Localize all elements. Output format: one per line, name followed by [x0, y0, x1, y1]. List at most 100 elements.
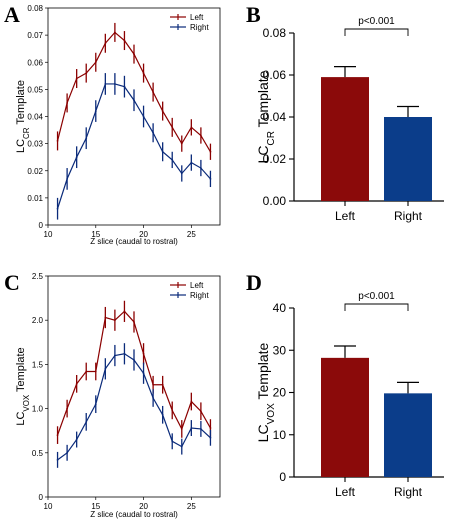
chart-c-series-right-point — [113, 354, 116, 357]
chart-c-series-left-point — [104, 316, 107, 319]
chart-c-series-left-point — [171, 409, 174, 412]
chart-a-series-left-point — [142, 72, 145, 74]
chart-c-xtick-label: 10 — [44, 502, 53, 511]
chart-a-series-right-point — [94, 110, 97, 112]
chart-a-series-left-point — [75, 77, 78, 80]
chart-c-series-left-point — [66, 407, 69, 410]
chart-c-series-right-point — [209, 436, 212, 439]
chart-b-ytick-label: 0.08 — [263, 26, 287, 40]
chart-d-ytick-label: 30 — [273, 343, 287, 357]
chart-d-ylabel-main: LC — [255, 424, 271, 442]
chart-c-series-left-point — [133, 321, 135, 323]
chart-a-series-right-point — [180, 172, 183, 175]
chart-a-series-right-point — [209, 177, 212, 180]
chart-a-series-right-point — [199, 167, 202, 169]
chart-c-series-right-point — [56, 458, 59, 461]
chart-a-ytick-label: 0 — [39, 221, 44, 230]
chart-d-ytick-label: 20 — [273, 386, 287, 400]
chart-a-series-left-point — [152, 91, 155, 93]
chart-c-series-right-point — [171, 440, 174, 443]
chart-a-series-left-point — [161, 110, 164, 112]
chart-a-legend-left-label: Left — [190, 13, 204, 22]
chart-a-series-right-point — [104, 83, 107, 85]
chart-c-ylabel-sub: VOX — [22, 394, 31, 411]
chart-b-significance-bracket — [344, 28, 409, 36]
chart-c-series-left-point — [142, 352, 145, 355]
chart-a-series-right-point — [66, 177, 69, 180]
chart-c-series-right-point — [133, 359, 135, 361]
chart-c-ytick-label: 0 — [39, 493, 44, 502]
chart-a-ytick-label: 0.06 — [27, 58, 43, 67]
chart-c-ytick-label: 1.0 — [32, 405, 44, 414]
chart-d-ylabel-rest: Template — [255, 342, 271, 403]
chart-a-xtick-label: 25 — [187, 230, 196, 239]
chart-b-ylabel-rest: Template — [255, 70, 271, 131]
panel-letter-b: B — [246, 2, 261, 27]
chart-b-ytick-label: 0.02 — [263, 152, 287, 166]
chart-c-series-right-point — [142, 372, 145, 375]
chart-c-legend-right-label: Right — [190, 291, 209, 300]
chart-a-series-right-point — [190, 161, 193, 164]
chart-a-series-left-point — [199, 134, 202, 137]
chart-c-legend-left-label: Left — [190, 281, 204, 290]
chart-c-series-left-point — [209, 427, 212, 429]
chart-c-series-left-point — [123, 310, 126, 313]
chart-c-ylabel-main: LC — [15, 412, 27, 426]
chart-a-series-left-point — [104, 42, 107, 45]
chart-d-bar-right — [384, 393, 432, 477]
chart-c-ytick-label: 2.0 — [32, 316, 44, 325]
chart-c-series-left-point — [113, 319, 116, 322]
chart-b-significance-label: p<0.001 — [358, 16, 395, 27]
chart-c-series-left-point — [152, 383, 155, 386]
chart-a-xtick-label: 20 — [139, 230, 148, 239]
chart-c-series-right-point — [66, 451, 69, 454]
chart-c-series-right-point — [161, 413, 164, 416]
chart-d-ytick-label: 0 — [279, 470, 286, 484]
chart-a-series-left-point — [171, 126, 174, 129]
chart-b-ylabel: LCCR Template — [255, 70, 277, 163]
chart-a-plot-frame — [47, 7, 221, 226]
chart-c-xtick-label: 20 — [139, 502, 148, 511]
chart-c-series-left-point — [85, 370, 88, 373]
bar-chart-d: 0 10 20 30 40 LCVOX Template Left Right p<0.001 — [255, 291, 444, 499]
panel-letter-a: A — [4, 2, 20, 27]
chart-d-ytick-label: 40 — [273, 301, 287, 315]
chart-a-series-right-point — [113, 83, 116, 85]
chart-a-series-right-point — [75, 156, 78, 159]
chart-d-xtick-label: Left — [335, 485, 356, 499]
chart-c-series-right-point — [199, 428, 202, 430]
chart-d-bar-left — [321, 357, 369, 477]
chart-a-ytick-label: 0.04 — [27, 113, 43, 122]
chart-d-ytick-label: 10 — [273, 428, 287, 442]
chart-a-series-right-point — [123, 85, 126, 88]
panel-letter-c: C — [4, 270, 20, 295]
chart-a-series-left-point — [85, 72, 88, 74]
chart-b-bar-left — [321, 77, 369, 201]
chart-a-ylabel: LCCR Template — [15, 80, 31, 153]
chart-b-ytick-label: 0.00 — [263, 194, 287, 208]
chart-a-ytick-label: 0.02 — [27, 167, 43, 176]
chart-c-ytick-label: 1.5 — [32, 360, 44, 369]
chart-d-significance-label: p<0.001 — [358, 291, 395, 302]
chart-a-series-right-point — [152, 131, 155, 134]
chart-b-ytick-label: 0.04 — [263, 110, 287, 124]
chart-a-xtick-label: 15 — [91, 230, 100, 239]
chart-a-series-left-point — [66, 102, 69, 104]
chart-a-series-left-point — [113, 31, 116, 34]
chart-a-series-right-point — [85, 137, 88, 140]
chart-c-xlabel: Z slice (caudal to rostral) — [90, 510, 178, 519]
chart-a-series-left-point — [133, 53, 135, 56]
chart-c-series-left-point — [199, 410, 202, 413]
chart-c-series-right-point — [152, 397, 155, 399]
chart-c-ytick-label: 0.5 — [32, 449, 44, 458]
chart-c-series-left-point — [56, 434, 59, 437]
chart-a-series-right-point — [161, 150, 164, 153]
line-chart-c: 0 0.5 1.0 1.5 2.0 2.5 10 15 20 25 Z slice (caudal … — [15, 272, 221, 519]
chart-c-ytick-label: 2.5 — [32, 272, 44, 281]
chart-c-xtick-label: 25 — [187, 502, 196, 511]
chart-c-series-right-point — [104, 367, 107, 370]
chart-a-xlabel: Z slice (caudal to rostral) — [90, 237, 178, 246]
bar-chart-b: 0.00 0.02 0.04 0.06 0.08 LCCR Template Left Rig… — [255, 16, 444, 223]
chart-a-series-right-point — [171, 159, 174, 161]
chart-a-series-left-point — [94, 61, 97, 64]
